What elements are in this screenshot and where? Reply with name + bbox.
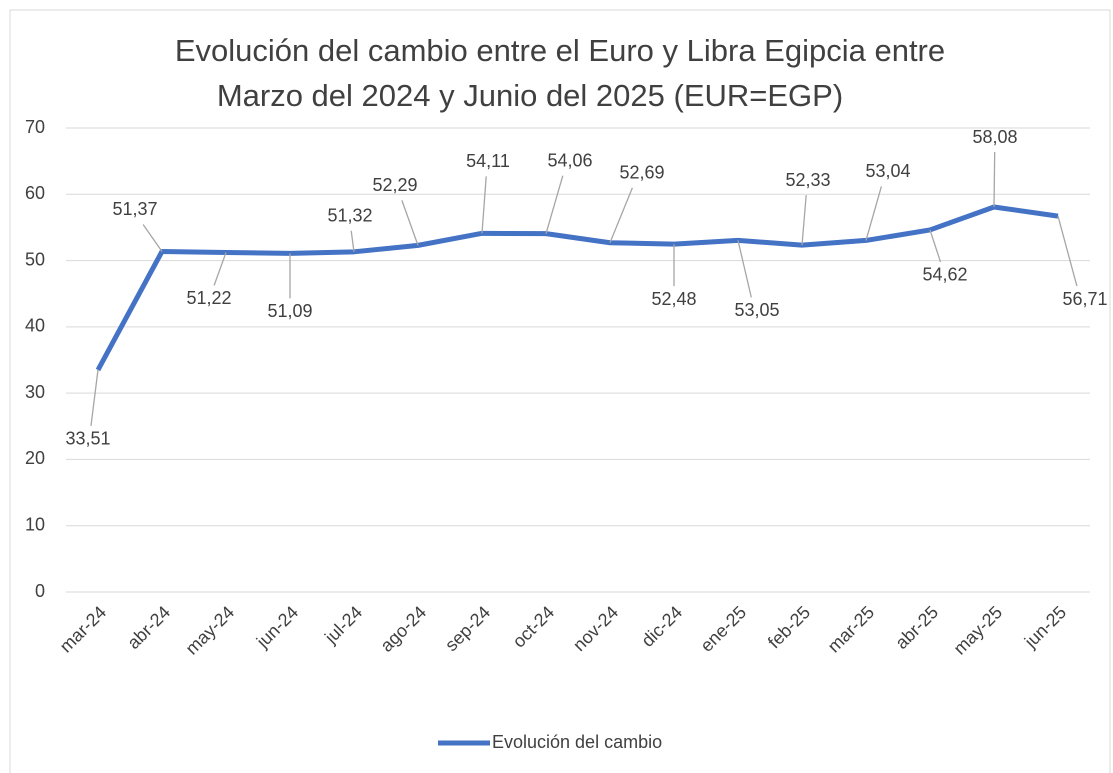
y-tick-label: 40 <box>25 316 45 336</box>
data-label: 54,11 <box>466 151 510 171</box>
chart-title: Evolución del cambio entre el Euro y Lib… <box>175 33 945 68</box>
leader-line <box>481 176 487 234</box>
chart-title: Marzo del 2024 y Junio del 2025 (EUR=EGP… <box>217 78 843 113</box>
leader-line <box>401 200 419 246</box>
leader-line <box>545 175 564 234</box>
line-series <box>95 204 1059 372</box>
leader-line <box>350 230 355 252</box>
data-label: 53,04 <box>865 161 910 181</box>
data-label: 51,37 <box>112 199 157 219</box>
leader-line <box>929 229 942 263</box>
data-label: 53,05 <box>734 300 779 320</box>
leader-line <box>1057 215 1078 287</box>
y-tick-label: 30 <box>25 382 45 402</box>
leader-line <box>90 369 99 426</box>
data-label: 56,71 <box>1062 289 1107 309</box>
chart-border <box>9 9 1111 773</box>
legend-label: Evolución del cambio <box>492 732 662 752</box>
data-label: 58,08 <box>972 127 1017 147</box>
data-label: 33,51 <box>65 429 110 449</box>
y-tick-label: 70 <box>25 117 45 137</box>
leader-line <box>213 252 227 286</box>
y-tick-label: 50 <box>25 249 45 269</box>
data-label: 52,48 <box>651 289 696 309</box>
y-tick-label: 20 <box>25 448 45 468</box>
leader-line <box>801 195 807 246</box>
y-tick-label: 0 <box>35 581 45 601</box>
data-label: 52,29 <box>372 175 417 195</box>
leader-line <box>609 187 634 243</box>
leader-line <box>993 152 996 208</box>
leader-line <box>865 186 883 241</box>
data-label: 52,33 <box>785 170 830 190</box>
data-label: 51,32 <box>327 206 372 226</box>
data-label: 51,22 <box>186 288 231 308</box>
data-label: 54,06 <box>547 150 592 170</box>
y-tick-label: 60 <box>25 183 45 203</box>
leader-line <box>737 240 752 298</box>
data-label: 54,62 <box>922 265 967 285</box>
leader-line <box>142 224 163 252</box>
data-label: 52,69 <box>619 162 664 182</box>
y-tick-label: 10 <box>25 514 45 534</box>
data-label: 51,09 <box>267 301 312 321</box>
